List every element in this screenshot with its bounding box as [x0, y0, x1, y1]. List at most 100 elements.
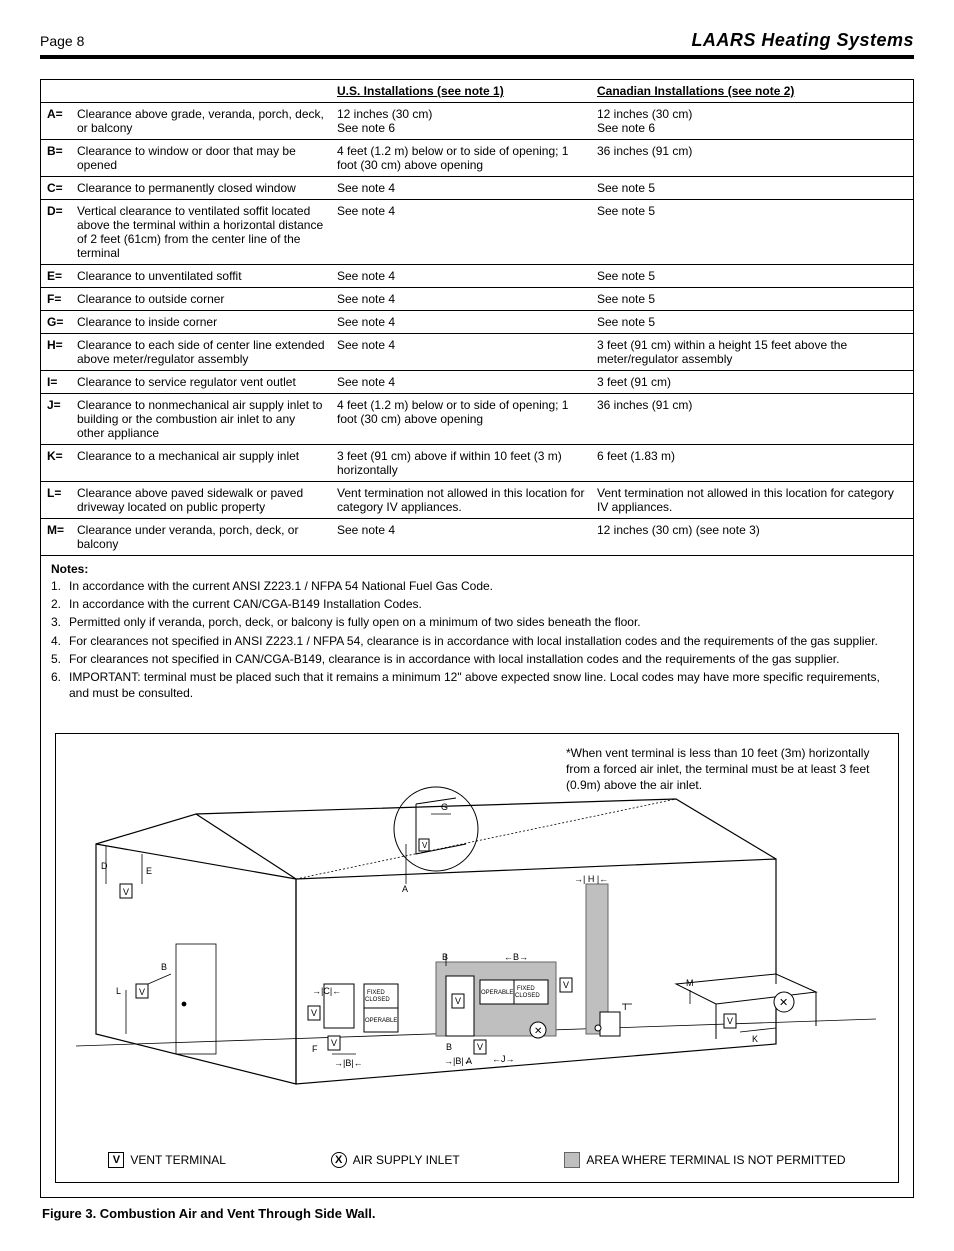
table-row: K=Clearance to a mechanical air supply i…	[41, 445, 913, 482]
col-desc	[71, 80, 331, 103]
note-item: 5.For clearances not specified in CAN/CG…	[51, 651, 903, 667]
svg-text:←J→: ←J→	[492, 1054, 515, 1064]
clearance-table: U.S. Installations (see note 1) Canadian…	[41, 80, 913, 556]
col-us: U.S. Installations (see note 1)	[331, 80, 591, 103]
row-ca: 12 inches (30 cm) (see note 3)	[591, 519, 913, 556]
svg-text:V: V	[123, 887, 129, 897]
legend: V VENT TERMINAL X AIR SUPPLY INLET AREA …	[56, 1152, 898, 1168]
note-item: 2.In accordance with the current CAN/CGA…	[51, 596, 903, 612]
row-us: See note 4	[331, 200, 591, 265]
svg-text:OPERABLE: OPERABLE	[481, 990, 513, 996]
row-key: M=	[41, 519, 71, 556]
row-key: A=	[41, 103, 71, 140]
row-us: 4 feet (1.2 m) below or to side of openi…	[331, 394, 591, 445]
row-desc: Clearance above grade, veranda, porch, d…	[71, 103, 331, 140]
content-box: U.S. Installations (see note 1) Canadian…	[40, 79, 914, 1198]
svg-text:V: V	[422, 841, 428, 850]
row-ca: See note 5	[591, 200, 913, 265]
table-row: F=Clearance to outside cornerSee note 4S…	[41, 288, 913, 311]
row-ca: 36 inches (91 cm)	[591, 394, 913, 445]
row-ca: 3 feet (91 cm) within a height 15 feet a…	[591, 334, 913, 371]
svg-text:V: V	[563, 980, 569, 990]
row-key: J=	[41, 394, 71, 445]
svg-text:G: G	[441, 802, 448, 812]
svg-text:V: V	[727, 1016, 733, 1026]
svg-text:V: V	[477, 1042, 483, 1052]
svg-text:M: M	[686, 978, 694, 988]
svg-text:CLOSED: CLOSED	[515, 993, 540, 999]
note-number: 2.	[51, 596, 69, 612]
legend-area: AREA WHERE TERMINAL IS NOT PERMITTED	[564, 1152, 845, 1168]
row-us: 12 inches (30 cm)See note 6	[331, 103, 591, 140]
row-desc: Clearance to inside corner	[71, 311, 331, 334]
svg-text:A: A	[402, 884, 408, 894]
row-desc: Clearance under veranda, porch, deck, or…	[71, 519, 331, 556]
vent-symbol-icon: V	[108, 1152, 124, 1168]
note-item: 6.IMPORTANT: terminal must be placed suc…	[51, 669, 903, 701]
note-text: In accordance with the current ANSI Z223…	[69, 578, 493, 594]
row-ca: See note 5	[591, 177, 913, 200]
figure-caption: Figure 3. Combustion Air and Vent Throug…	[42, 1206, 914, 1221]
note-number: 6.	[51, 669, 69, 701]
note-number: 3.	[51, 614, 69, 630]
note-text: Permitted only if veranda, porch, deck, …	[69, 614, 641, 630]
table-row: A=Clearance above grade, veranda, porch,…	[41, 103, 913, 140]
area-symbol-icon	[564, 1152, 580, 1168]
row-desc: Clearance to nonmechanical air supply in…	[71, 394, 331, 445]
row-us: See note 4	[331, 265, 591, 288]
row-ca: 12 inches (30 cm)See note 6	[591, 103, 913, 140]
row-ca: Vent termination not allowed in this loc…	[591, 482, 913, 519]
svg-text:✕: ✕	[534, 1026, 542, 1037]
legend-air: X AIR SUPPLY INLET	[331, 1152, 460, 1168]
row-us: See note 4	[331, 519, 591, 556]
row-desc: Clearance to unventilated soffit	[71, 265, 331, 288]
brand-title: LAARS Heating Systems	[691, 30, 914, 51]
note-item: 3.Permitted only if veranda, porch, deck…	[51, 614, 903, 630]
page-number: Page 8	[40, 33, 84, 49]
svg-text:V: V	[331, 1038, 337, 1048]
svg-text:B: B	[446, 1042, 452, 1052]
notes-title: Notes:	[51, 562, 903, 576]
row-desc: Clearance to each side of center line ex…	[71, 334, 331, 371]
svg-text:E: E	[146, 866, 152, 876]
row-key: F=	[41, 288, 71, 311]
svg-text:B: B	[161, 962, 167, 972]
row-ca: See note 5	[591, 265, 913, 288]
row-desc: Clearance above paved sidewalk or paved …	[71, 482, 331, 519]
row-key: C=	[41, 177, 71, 200]
col-ca: Canadian Installations (see note 2)	[591, 80, 913, 103]
row-desc: Vertical clearance to ventilated soffit …	[71, 200, 331, 265]
svg-text:I: I	[624, 1002, 627, 1012]
row-desc: Clearance to permanently closed window	[71, 177, 331, 200]
table-row: D=Vertical clearance to ventilated soffi…	[41, 200, 913, 265]
row-ca: 6 feet (1.83 m)	[591, 445, 913, 482]
svg-text:D: D	[101, 861, 108, 871]
row-us: 3 feet (91 cm) above if within 10 feet (…	[331, 445, 591, 482]
row-desc: Clearance to service regulator vent outl…	[71, 371, 331, 394]
row-key: B=	[41, 140, 71, 177]
row-us: See note 4	[331, 311, 591, 334]
row-ca: 36 inches (91 cm)	[591, 140, 913, 177]
note-number: 1.	[51, 578, 69, 594]
note-text: For clearances not specified in CAN/CGA-…	[69, 651, 839, 667]
note-text: For clearances not specified in ANSI Z22…	[69, 633, 878, 649]
table-row: B=Clearance to window or door that may b…	[41, 140, 913, 177]
svg-text:→| H |←: →| H |←	[574, 874, 608, 884]
legend-vent: V VENT TERMINAL	[108, 1152, 226, 1168]
row-us: See note 4	[331, 177, 591, 200]
table-row: G=Clearance to inside cornerSee note 4Se…	[41, 311, 913, 334]
table-row: J=Clearance to nonmechanical air supply …	[41, 394, 913, 445]
note-item: 1.In accordance with the current ANSI Z2…	[51, 578, 903, 594]
header-rule	[40, 55, 914, 59]
row-ca: See note 5	[591, 311, 913, 334]
svg-text:←B→: ←B→	[504, 952, 528, 962]
row-key: D=	[41, 200, 71, 265]
row-key: I=	[41, 371, 71, 394]
svg-text:K: K	[752, 1034, 758, 1044]
svg-text:✕: ✕	[779, 997, 788, 1009]
note-text: IMPORTANT: terminal must be placed such …	[69, 669, 903, 701]
air-symbol-icon: X	[331, 1152, 347, 1168]
row-us: See note 4	[331, 288, 591, 311]
clearance-diagram: V G A V V D E L B	[76, 784, 876, 1124]
row-key: L=	[41, 482, 71, 519]
